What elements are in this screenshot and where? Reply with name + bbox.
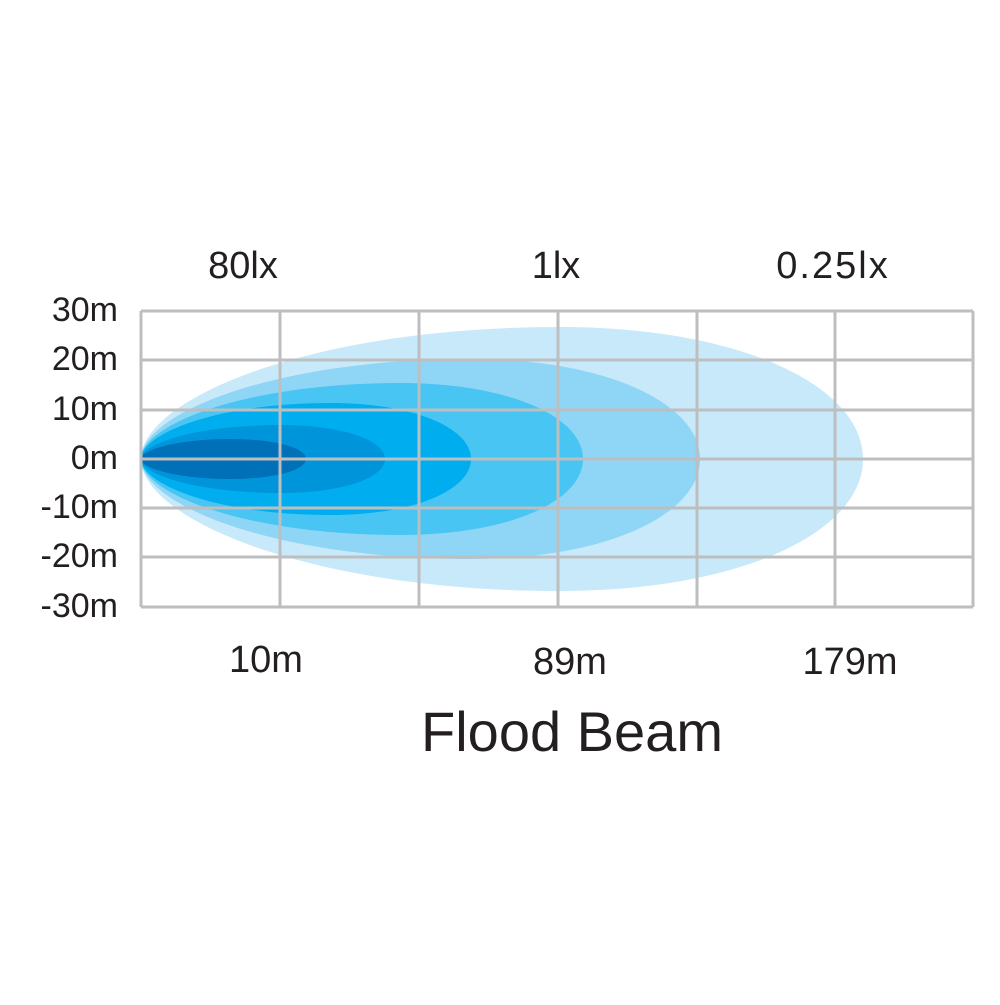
width-label: -30m	[41, 587, 118, 625]
width-label: 30m	[52, 291, 118, 329]
width-label: -20m	[41, 537, 118, 575]
diagram-title: Flood Beam	[421, 700, 723, 763]
illuminance-label: 1lx	[532, 245, 581, 287]
distance-label: 10m	[229, 639, 303, 681]
illuminance-label: 0.25lx	[776, 245, 889, 287]
illuminance-label: 80lx	[208, 245, 278, 287]
distance-label: 179m	[802, 641, 897, 683]
distance-label: 89m	[533, 641, 607, 683]
width-label: -10m	[41, 488, 118, 526]
width-label: 0m	[71, 439, 118, 477]
width-label: 20m	[52, 340, 118, 378]
width-labels: 30m 20m 10m 0m -10m -20m -30m	[41, 291, 118, 625]
width-label: 10m	[52, 390, 118, 428]
grid	[139, 309, 975, 609]
